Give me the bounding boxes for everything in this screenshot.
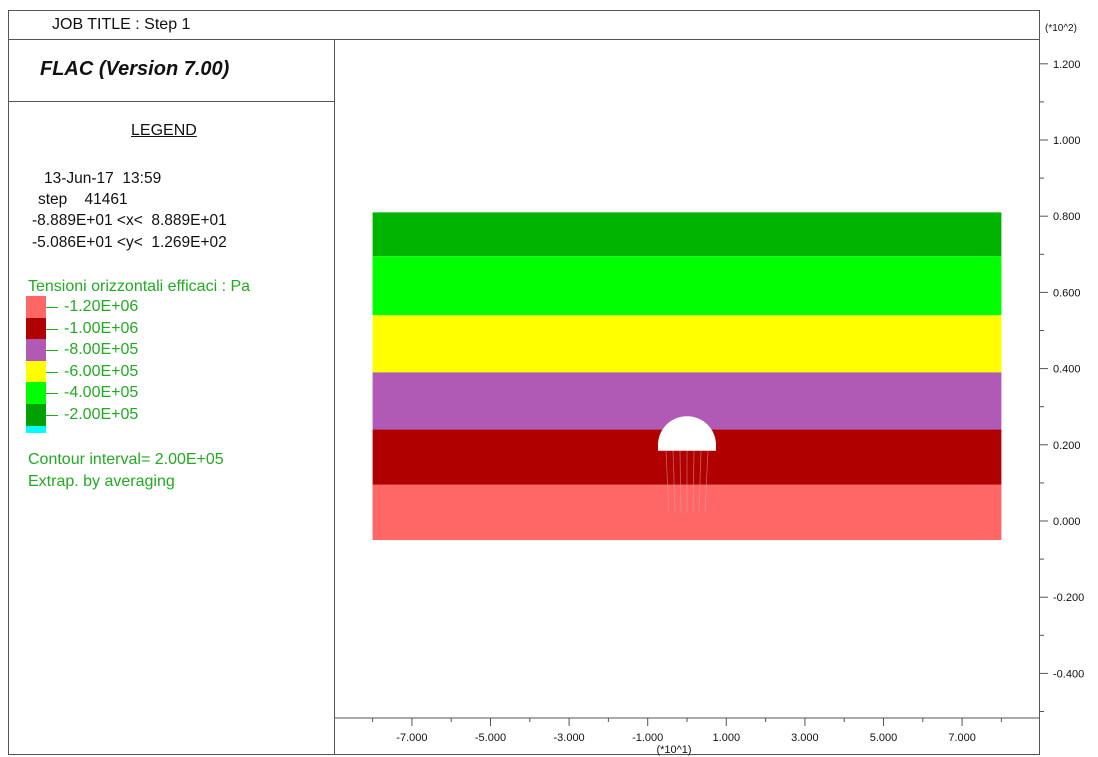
x-tick-label: -1.000 (632, 732, 663, 744)
contour-band (372, 256, 1002, 316)
legend-x-range: -8.889E+01 <x< 8.889E+01 (32, 212, 227, 229)
legend-label: -6.00E+05 (64, 362, 139, 380)
job-title: JOB TITLE : Step 1 (52, 16, 191, 33)
y-tick-label: -0.400 (1053, 668, 1084, 680)
legend-swatch (26, 296, 46, 318)
y-tick-label: -0.200 (1053, 592, 1084, 604)
y-tick-label: 0.600 (1053, 287, 1081, 299)
y-tick-label: 0.800 (1053, 211, 1081, 223)
y-tick-label: 1.200 (1053, 59, 1081, 71)
legend-swatch (26, 339, 46, 361)
version-box (8, 40, 335, 102)
legend-swatch (26, 382, 46, 404)
legend-label: -1.00E+06 (64, 319, 139, 337)
legend-title: Tensioni orizzontali efficaci : Pa (28, 278, 251, 295)
title-bar (8, 10, 1040, 40)
contour-interval: Contour interval= 2.00E+05 (28, 451, 224, 468)
legend-step: step 41461 (38, 191, 128, 208)
tunnel-streak (665, 450, 670, 513)
y-unit-label: (*10^2) (1045, 23, 1077, 34)
tunnel-streak (704, 450, 709, 513)
legend-tick (46, 350, 58, 351)
tunnel-streak (698, 450, 702, 513)
y-tick-label: 0.400 (1053, 364, 1081, 376)
legend-label: -1.20E+06 (64, 298, 139, 315)
legend-tick (46, 414, 58, 416)
tunnel-streak (672, 450, 676, 513)
legend-label: -8.00E+05 (64, 341, 139, 358)
y-tick-label: 0.000 (1053, 516, 1081, 528)
y-tick-label: 0.200 (1053, 440, 1081, 452)
x-unit-label: (*10^1) (656, 744, 691, 756)
x-tick-label: -5.000 (475, 732, 506, 744)
legend-swatch-top (26, 425, 46, 433)
x-tick-label: -3.000 (553, 732, 584, 744)
contour-band (372, 315, 1002, 373)
tunnel-streak (692, 450, 695, 513)
plot-frame (8, 10, 1040, 755)
legend-label: -4.00E+05 (64, 384, 139, 401)
x-tick-label: 5.000 (870, 732, 898, 744)
y-tick-label: 1.000 (1053, 135, 1081, 147)
extrapolation-note: Extrap. by averaging (28, 473, 175, 490)
legend-swatch (26, 360, 46, 383)
legend-y-range: -5.086E+01 <y< 1.269E+02 (32, 234, 227, 251)
tunnel-streak (679, 450, 682, 513)
contour-band (372, 212, 1002, 257)
legend-swatch (26, 403, 46, 426)
legend-swatch (26, 317, 46, 340)
x-tick-label: -7.000 (396, 732, 427, 744)
legend-panel (8, 40, 335, 755)
legend-label: -2.00E+05 (64, 405, 139, 423)
x-tick-label: 1.000 (713, 732, 741, 744)
legend-tick (46, 328, 58, 330)
x-tick-label: 3.000 (791, 732, 819, 744)
legend-tick (46, 307, 58, 308)
legend-heading: LEGEND (131, 122, 197, 139)
legend-date-time: 13-Jun-17 13:59 (44, 170, 162, 187)
tunnel-opening (658, 416, 716, 451)
software-version: FLAC (Version 7.00) (40, 58, 230, 80)
x-tick-label: 7.000 (948, 732, 976, 744)
legend-tick (46, 371, 58, 373)
legend-tick (46, 393, 58, 394)
